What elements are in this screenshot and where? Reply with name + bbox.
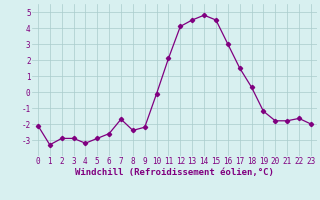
X-axis label: Windchill (Refroidissement éolien,°C): Windchill (Refroidissement éolien,°C): [75, 168, 274, 177]
